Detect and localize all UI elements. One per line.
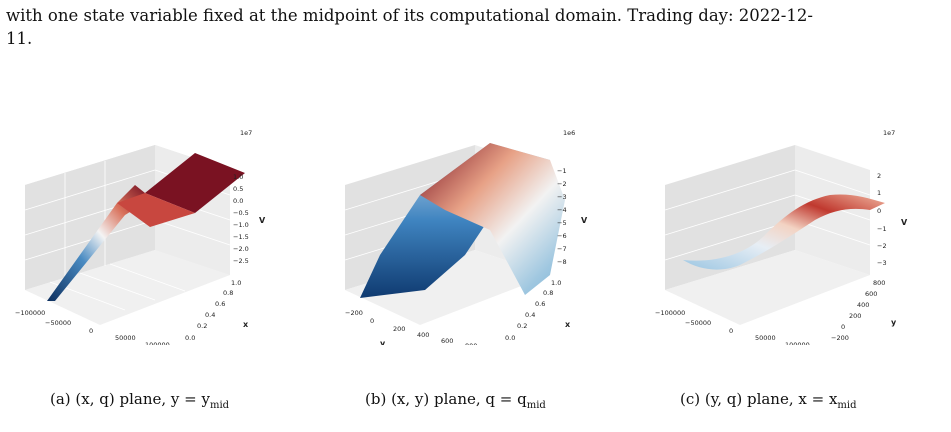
x-tick: 800: [465, 342, 477, 345]
y-tick: 800: [873, 279, 885, 287]
z-tick: −8: [557, 258, 567, 266]
y-tick: 0.4: [205, 311, 215, 319]
surface-plot-b: 1e6 −1 −2 −3 −4 −5 −6 −7 −8 V −200 0 200…: [344, 129, 588, 345]
z-tick: 0.5: [233, 185, 243, 193]
z-tick: −2.5: [233, 257, 249, 265]
x-tick: −100000: [655, 309, 685, 317]
y-tick: 1.0: [231, 279, 241, 287]
caption-text: (c) (y, q) plane, x = x: [680, 390, 838, 408]
x-tick: −50000: [685, 319, 711, 327]
z-tick: 1.0: [233, 173, 243, 181]
z-tick: 2: [877, 172, 881, 180]
y-tick: 0.2: [517, 322, 527, 330]
z-tick: −2: [877, 242, 887, 250]
x-tick: −50000: [45, 319, 71, 327]
figure-panel-a: 1e7 1.0 0.5 0.0 −0.5 −1.0 −1.5 −2.0 −2.5…: [5, 115, 315, 360]
x-tick: 50000: [755, 334, 776, 342]
x-axis-label: q: [93, 343, 99, 345]
z-tick: −7: [557, 245, 567, 253]
z-tick: −5: [557, 219, 567, 227]
x-tick: 0: [370, 317, 374, 325]
z-tick: −1.0: [233, 221, 249, 229]
z-offset-label: 1e7: [883, 129, 895, 137]
y-tick: 0: [841, 323, 845, 331]
surface-plot-a: 1e7 1.0 0.5 0.0 −0.5 −1.0 −1.5 −2.0 −2.5…: [15, 129, 266, 345]
y-tick: 200: [849, 312, 861, 320]
z-axis-label: V: [901, 218, 908, 227]
y-axis-label: x: [565, 320, 571, 329]
figure-panel-b: 1e6 −1 −2 −3 −4 −5 −6 −7 −8 V −200 0 200…: [325, 115, 635, 360]
z-tick: −2: [557, 180, 567, 188]
x-tick: 600: [441, 337, 453, 345]
caption-text: (b) (x, y) plane, q = q: [365, 390, 527, 408]
x-tick: −100000: [15, 309, 45, 317]
caption-sub: mid: [837, 400, 857, 411]
caption-sub: mid: [209, 400, 230, 411]
paragraph-line-2: 11.: [6, 29, 33, 48]
axis-labels: 1e6 −1 −2 −3 −4 −5 −6 −7 −8 V −200 0 200…: [345, 129, 588, 345]
surface-plot-c: 1e7 2 1 0 −1 −2 −3 V −100000 −50000 0 50…: [655, 129, 908, 345]
x-tick: 400: [417, 331, 429, 339]
figure-panel-c: 1e7 2 1 0 −1 −2 −3 V −100000 −50000 0 50…: [645, 115, 951, 360]
z-offset-label: 1e6: [563, 129, 575, 137]
z-tick: −6: [557, 232, 567, 240]
z-offset-label: 1e7: [240, 129, 252, 137]
y-tick: 0.6: [215, 300, 225, 308]
y-tick: 600: [865, 290, 877, 298]
x-tick: 50000: [115, 334, 136, 342]
z-axis-label: V: [581, 216, 588, 225]
y-axis-label: x: [243, 320, 249, 329]
x-tick: 100000: [145, 341, 170, 345]
z-tick: −1: [557, 167, 567, 175]
x-tick: −200: [345, 309, 363, 317]
z-ticks: 1e7 1.0 0.5 0.0 −0.5 −1.0 −1.5 −2.0 −2.5…: [15, 129, 266, 345]
x-tick: 200: [393, 325, 405, 333]
z-tick: 0: [877, 207, 881, 215]
y-axis-label: y: [891, 318, 897, 327]
y-tick: 400: [857, 301, 869, 309]
z-tick: −1.5: [233, 233, 249, 241]
y-tick: 0.6: [535, 300, 545, 308]
caption-b: (b) (x, y) plane, q = qmid: [365, 390, 546, 411]
y-tick: 0.0: [505, 334, 515, 342]
y-tick: 0.2: [197, 322, 207, 330]
x-tick: 100000: [785, 341, 810, 345]
y-tick: 0.0: [185, 334, 195, 342]
z-tick: −1: [877, 225, 887, 233]
x-axis-label: q: [733, 343, 739, 345]
z-tick: 0.0: [233, 197, 243, 205]
y-tick: −200: [831, 334, 849, 342]
y-tick: 1.0: [551, 279, 561, 287]
z-tick: −2.0: [233, 245, 249, 253]
y-tick: 0.8: [223, 289, 233, 297]
y-tick: 0.8: [543, 289, 553, 297]
z-tick: −3: [877, 259, 887, 267]
paragraph-line: with one state variable fixed at the mid…: [6, 6, 813, 25]
caption-a: (a) (x, q) plane, y = ymid: [50, 390, 229, 411]
caption-sub: mid: [526, 400, 546, 411]
z-tick: −3: [557, 193, 567, 201]
z-tick: −0.5: [233, 209, 249, 217]
z-tick: 1: [877, 189, 881, 197]
x-tick: 0: [729, 327, 733, 335]
x-axis-label: y: [380, 339, 386, 345]
z-tick: −4: [557, 206, 567, 214]
y-tick: 0.4: [525, 311, 535, 319]
z-axis-label: V: [259, 216, 266, 225]
x-tick: 0: [89, 327, 93, 335]
caption-c: (c) (y, q) plane, x = xmid: [680, 390, 857, 411]
caption-text: (a) (x, q) plane, y = y: [50, 390, 210, 408]
axis-labels: 1e7 2 1 0 −1 −2 −3 V −100000 −50000 0 50…: [655, 129, 908, 345]
